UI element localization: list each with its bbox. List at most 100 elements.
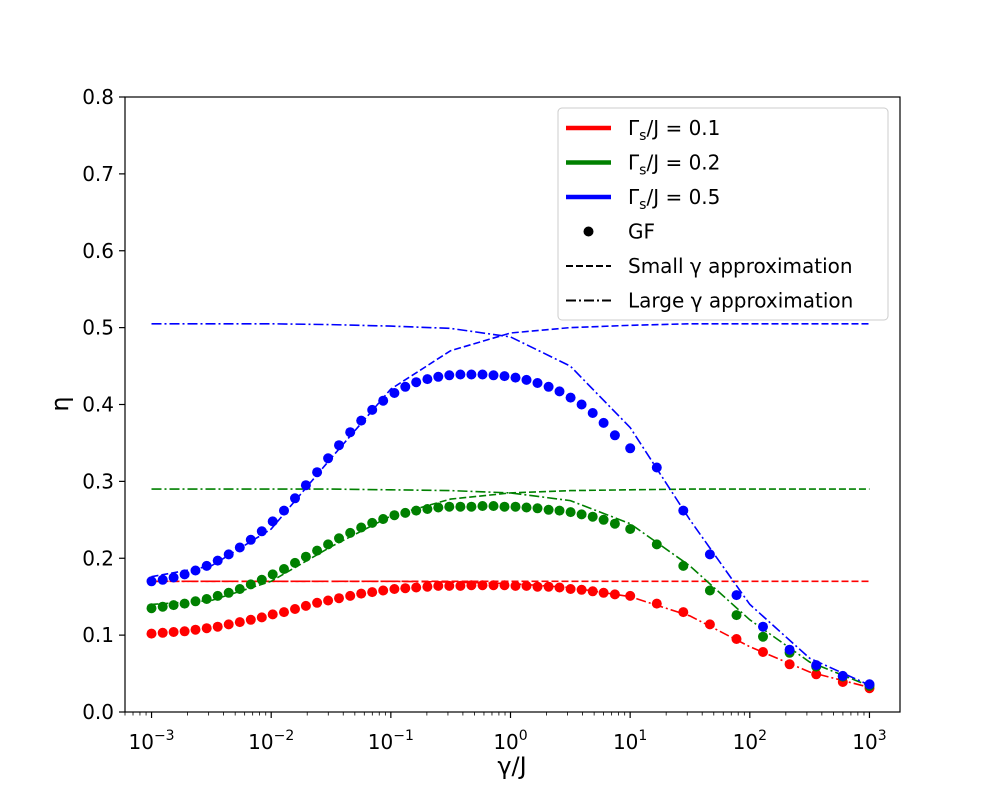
- series-1-gf-point: [146, 628, 157, 639]
- series-2-gf-point: [499, 501, 510, 512]
- series-3-gf-point: [444, 370, 455, 381]
- series-2-gf-point: [300, 551, 311, 562]
- series-1-gf-point: [565, 584, 576, 594]
- series-2-gf-point: [334, 533, 344, 544]
- y-axis-label: η: [46, 396, 74, 411]
- series-3-gf-point: [345, 427, 356, 438]
- series-2-gf-point: [146, 603, 157, 614]
- series-3-gf-point: [190, 565, 201, 576]
- x-tick-label: 100: [493, 728, 527, 754]
- series-1-gf-point: [510, 580, 521, 591]
- series-2-gf-point: [279, 564, 289, 574]
- series-2-gf-point: [190, 596, 201, 607]
- series-1-gf-point: [488, 580, 499, 591]
- series-1-gf-point: [157, 627, 168, 638]
- series-2-gf-point: [704, 585, 715, 596]
- series-2-gf-point: [234, 584, 245, 594]
- series-1-gf-point: [312, 597, 323, 608]
- series-2-gf-point: [312, 545, 323, 556]
- series-3-gf-point: [587, 408, 598, 418]
- y-tick-label: 0.5: [82, 316, 114, 340]
- series-3-gf-point: [532, 378, 543, 388]
- series-3-gf-point: [678, 505, 689, 516]
- series-3-gf-point: [864, 679, 875, 690]
- series-1-gf-point: [499, 580, 510, 591]
- series-2-gf-point: [587, 511, 598, 522]
- series-1-gf-point: [300, 600, 311, 611]
- series-2-gf-point: [256, 574, 267, 585]
- series-3-gf-point: [466, 369, 477, 380]
- series-3-small-gamma-curve: [151, 323, 870, 578]
- series-1-gf-point: [444, 580, 455, 591]
- series-1-gf-point: [168, 627, 179, 637]
- series-1-gf-point: [422, 581, 433, 592]
- series-1-gf-point: [256, 612, 267, 623]
- series-3-gf-point: [837, 670, 848, 681]
- series-3-gf-point: [179, 569, 190, 580]
- series-1-gf-point: [345, 590, 356, 601]
- series-3-gf-point: [565, 392, 576, 403]
- series-3-gf-point: [433, 371, 444, 382]
- legend-box: [557, 107, 889, 321]
- series-1-gf-point: [521, 580, 532, 591]
- x-tick-label: 103: [852, 728, 886, 754]
- series-3-gf-point: [223, 549, 234, 560]
- series-1-gf-point: [356, 588, 367, 599]
- y-tick-label: 0.7: [82, 162, 114, 186]
- legend-label: GF: [628, 220, 655, 244]
- series-3-gf-point: [245, 534, 256, 545]
- series-2-gf-point: [466, 501, 477, 512]
- y-tick-label: 0.8: [82, 85, 114, 109]
- series-1-gf-point: [532, 581, 543, 592]
- series-2-gf-point: [477, 501, 488, 511]
- series-2-gf-point: [267, 569, 278, 580]
- series-2-gf-point: [510, 501, 521, 512]
- series-2-gf-point: [758, 631, 768, 642]
- legend-label: Γs/J = 0.2: [628, 151, 720, 179]
- series-2-gf-point: [609, 518, 620, 529]
- series-2-gf-point: [576, 509, 587, 520]
- series-3-gf-point: [651, 462, 662, 473]
- series-3-gf-point: [488, 370, 499, 381]
- series-1-gf-point: [411, 582, 422, 593]
- series-2-gf-point: [356, 522, 367, 533]
- series-2-gf-point: [731, 610, 742, 621]
- x-tick-label: 102: [733, 728, 767, 754]
- series-1-gf-point: [731, 634, 742, 644]
- series-2-gf-point: [444, 501, 455, 512]
- legend-label: Large γ approximation: [628, 289, 853, 313]
- series-1-gf-point: [455, 580, 466, 591]
- series-3-gf-point: [625, 443, 636, 454]
- series-3-gf-point: [554, 386, 565, 397]
- series-3-gf-point: [731, 590, 742, 601]
- series-2-gf-point: [323, 539, 334, 550]
- x-axis-label: γ/J: [497, 752, 526, 780]
- series-2-gf-point: [367, 517, 378, 528]
- series-2-gf-point: [411, 505, 422, 516]
- series-3-gf-point: [400, 381, 411, 392]
- series-2-gf-point: [168, 600, 179, 611]
- series-2-gf-point: [543, 504, 554, 515]
- series-1-gf-point: [784, 659, 795, 670]
- series-1-gf-point: [190, 624, 201, 635]
- series-3-gf-point: [704, 549, 715, 560]
- series-2-gf-point: [378, 514, 389, 524]
- series-3-gf-point: [300, 480, 311, 491]
- y-tick-label: 0.4: [82, 393, 114, 417]
- series-3-gf-point: [543, 381, 554, 392]
- series-1-gf-point: [389, 584, 400, 594]
- series-3-gf-point: [389, 388, 400, 398]
- series-3-gf-point: [510, 372, 521, 383]
- legend-label: Small γ approximation: [628, 254, 853, 278]
- legend-label: Γs/J = 0.1: [628, 116, 720, 144]
- series-1-gf-point: [477, 580, 488, 591]
- y-tick-label: 0.0: [82, 700, 114, 724]
- series-1-gf-point: [378, 585, 389, 596]
- series-1-gf-point: [651, 598, 662, 609]
- series-3-gf-point: [279, 505, 289, 516]
- x-tick-label: 101: [613, 728, 647, 754]
- x-axis-ticks: 10−3 10−2 10−1 100 101 102 103: [124, 712, 887, 754]
- series-3-gf-point: [378, 395, 389, 406]
- series-3-gf-point: [312, 467, 323, 478]
- series-3-gf-point: [499, 371, 510, 382]
